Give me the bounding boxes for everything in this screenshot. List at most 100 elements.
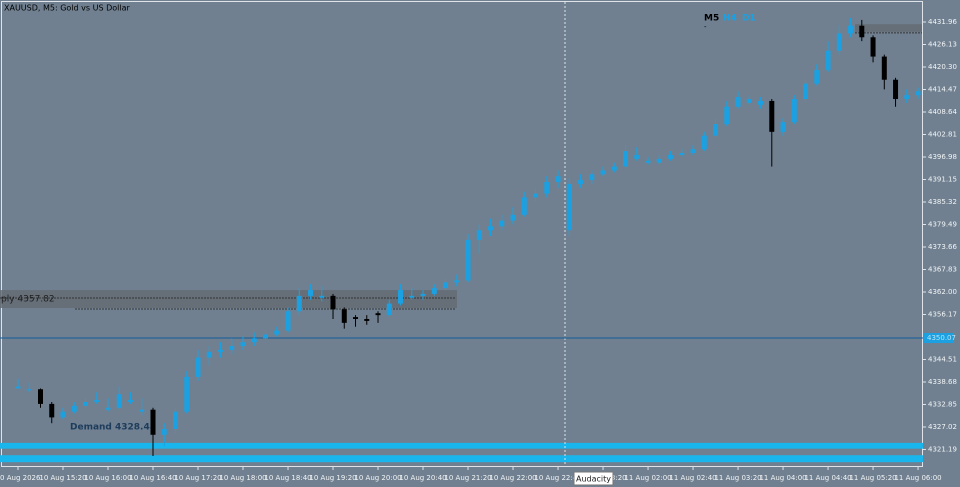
candle-body [555, 176, 561, 182]
candle-body [398, 290, 404, 304]
tooltip-box [573, 471, 614, 486]
candle-body [533, 193, 539, 198]
x-tick-label: 10 Aug 20:40 [399, 474, 446, 482]
candle-body [870, 37, 876, 57]
candle-body [150, 409, 156, 435]
candle-body [611, 166, 617, 171]
candle-body [713, 124, 719, 136]
candle-body [206, 351, 212, 358]
candle-body [296, 295, 302, 312]
y-tick-label: 4385.32 [928, 198, 957, 206]
supply-label: ply 4357.82 [1, 295, 55, 305]
candle-body [758, 100, 764, 105]
candle-body [634, 154, 640, 159]
y-tick-label: 4414.47 [928, 85, 957, 93]
candle-body [623, 151, 629, 167]
candle-body [251, 338, 257, 343]
candle-body [454, 280, 460, 283]
candle-body [49, 403, 55, 418]
candle-body [105, 407, 111, 410]
candle-body [184, 376, 190, 412]
x-tick-label: 10 Aug 16:00 [84, 474, 131, 482]
candle-body [285, 311, 291, 331]
y-tick-label: 4356.17 [928, 310, 957, 318]
candle-body [746, 99, 752, 103]
demand-zone [0, 455, 923, 463]
candle-body [38, 389, 44, 404]
candle-body [15, 386, 21, 389]
x-tick-label: 10 Aug 15:20 [39, 474, 86, 482]
candle-body [161, 428, 167, 435]
x-tick-label: 11 Aug 04:00 [759, 474, 806, 482]
x-tick-label: 10 Aug 22:40 [534, 474, 581, 482]
candle-body [825, 50, 831, 71]
x-tick-label: 11 Aug 03:20 [714, 474, 761, 482]
candle-body [319, 295, 325, 298]
supply-zone [0, 290, 457, 309]
plot-frame [1, 1, 923, 467]
candle-body [409, 295, 415, 298]
timeframe-label: D1 [742, 14, 756, 24]
y-tick-label: 4431.96 [928, 18, 957, 26]
candle-body [521, 197, 527, 215]
candle-body [218, 349, 224, 352]
y-tick-label: 4426.13 [928, 40, 957, 48]
price-label: 4350.07 [927, 334, 956, 342]
x-tick-label: 11 Aug 04:40 [804, 474, 851, 482]
chart-title: XAUUSD, M5: Gold vs US Dollar [4, 4, 130, 13]
y-tick-label: 4402.81 [928, 130, 957, 138]
demand-label: Demand 4328.48 [70, 423, 156, 433]
candle-body [544, 181, 550, 194]
candle-body [769, 100, 775, 132]
y-tick-label: 4373.66 [928, 243, 957, 251]
candle-body [330, 295, 336, 310]
candle-body [116, 394, 122, 408]
candle-body [780, 122, 786, 132]
y-tick-label: 4379.49 [928, 220, 957, 228]
top-zone [855, 24, 922, 32]
candle-body [476, 230, 482, 240]
x-tick-label: 10 Aug 17:20 [174, 474, 221, 482]
candle-body [724, 106, 730, 125]
price-label-box [924, 333, 954, 344]
candle-body [645, 160, 651, 163]
candle-body [26, 389, 32, 391]
candle-body [263, 334, 269, 339]
timeframe-label: H4 [723, 14, 737, 24]
candle-body [431, 288, 437, 294]
candle-body [881, 56, 887, 80]
candle-body [240, 342, 246, 347]
candle-body [510, 214, 516, 221]
candle-body [859, 25, 865, 38]
candle-body [488, 226, 494, 231]
x-tick-label: 11 Aug 02:00 [624, 474, 671, 482]
candle-body [915, 91, 921, 96]
candle-body [83, 401, 89, 406]
demand-zone [0, 442, 923, 449]
candle-body [353, 317, 359, 320]
candle-body [589, 174, 595, 181]
candle-body [814, 70, 820, 84]
candle-body [836, 33, 842, 51]
candle-body [578, 180, 584, 184]
candle-body [375, 313, 381, 316]
timeframe-marker: - [704, 23, 707, 31]
candle-body [274, 330, 280, 335]
candle-body [386, 303, 392, 316]
candle-body [229, 346, 235, 350]
candle-body [341, 309, 347, 323]
x-tick-label: 10 Aug 16:40 [129, 474, 176, 482]
candle-body [71, 405, 77, 412]
candle-body [364, 319, 370, 321]
y-tick-label: 4327.02 [928, 423, 957, 431]
x-tick-label: 10 Aug 21:20 [444, 474, 491, 482]
y-tick-label: 4332.85 [928, 400, 957, 408]
candle-body [679, 153, 685, 155]
candle-body [656, 158, 662, 163]
x-tick-label: 10 Aug 19:20 [309, 474, 356, 482]
candle-body [139, 409, 145, 412]
candle-body [701, 135, 707, 150]
candle-body [690, 149, 696, 154]
